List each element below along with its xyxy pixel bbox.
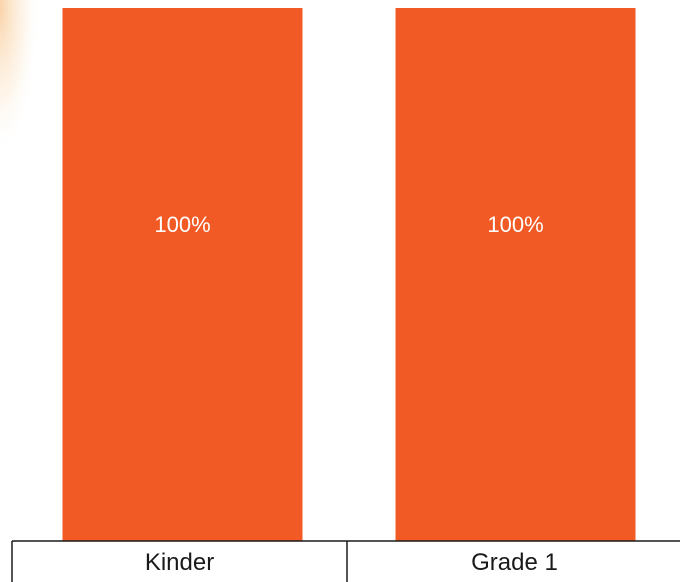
data-label: 100% xyxy=(487,212,543,237)
decorative-glow xyxy=(0,0,40,150)
bars-layer xyxy=(62,8,636,541)
bar-kinder xyxy=(62,8,303,541)
data-label: 100% xyxy=(154,212,210,237)
data-labels-layer: 100% 100% xyxy=(154,212,543,237)
category-tick-label: Grade 1 xyxy=(471,549,558,576)
category-tick-label: Kinder xyxy=(145,549,214,576)
bar-grade-1 xyxy=(395,8,636,541)
category-axis: Kinder Grade 1 xyxy=(11,540,680,582)
